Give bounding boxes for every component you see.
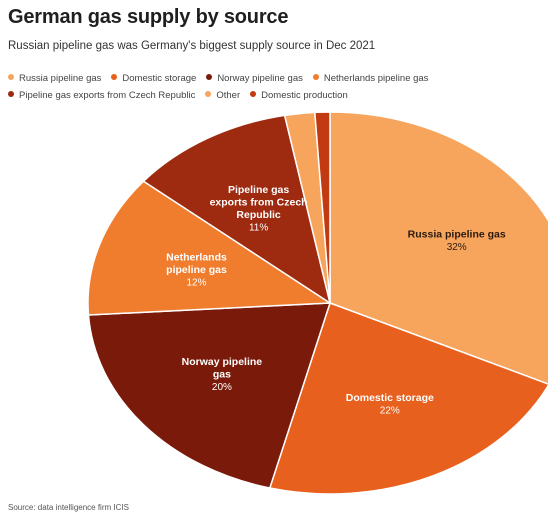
chart-subtitle: Russian pipeline gas was Germany's bigge… (8, 40, 376, 52)
slice-label: gas (213, 369, 231, 381)
pie-slice (87, 180, 333, 316)
source-note: Source: data intelligence firm ICIS (8, 503, 129, 512)
slice-value-label: 32% (447, 242, 467, 253)
pie-slice (268, 302, 548, 495)
legend-item: Netherlands pipeline gas (312, 70, 429, 87)
slice-value-label: 22% (380, 406, 400, 417)
legend-item: Domestic production (250, 87, 348, 104)
legend-label: Other (216, 90, 241, 101)
legend-item: Pipeline gas exports from Czech Republic (8, 87, 195, 104)
slice-label: Russia pipeline gas (408, 228, 506, 240)
legend-swatch (312, 74, 319, 80)
legend-swatch (250, 91, 257, 97)
legend-swatch (206, 74, 213, 80)
legend-swatch (205, 91, 212, 97)
slice-label: Domestic storage (346, 392, 434, 404)
legend-label: Domestic storage (122, 73, 197, 84)
legend-item: Russia pipeline gas (8, 70, 101, 87)
slice-label: pipeline gas (166, 264, 227, 276)
legend-label: Pipeline gas exports from Czech Republic (19, 90, 196, 101)
legend-item: Norway pipeline gas (206, 70, 303, 87)
legend-label: Russia pipeline gas (19, 73, 102, 84)
slice-label: Netherlands (166, 251, 227, 263)
legend-swatch (8, 74, 14, 80)
slice-value-label: 20% (212, 382, 232, 393)
legend-label: Norway pipeline gas (217, 73, 303, 84)
legend-label: Netherlands pipeline gas (323, 73, 429, 84)
slice-label: Norway pipeline (182, 356, 263, 368)
slice-label: Republic (236, 209, 280, 221)
pie-slice (142, 114, 332, 305)
slice-value-label: 12% (186, 277, 206, 288)
pie-slice (329, 111, 548, 385)
legend-label: Domestic production (261, 90, 348, 101)
legend-swatch (111, 74, 118, 80)
legend-item: Other (205, 87, 240, 104)
pie-slice (313, 111, 331, 304)
legend-swatch (8, 91, 14, 97)
legend-item: Domestic storage (111, 70, 196, 87)
chart-title: German gas supply by source (8, 6, 289, 28)
slice-label: Pipeline gas (228, 184, 289, 196)
chart-legend: Russia pipeline gas Domestic storage Norwa… (8, 70, 548, 104)
slice-label: exports from Czech (210, 196, 308, 208)
pie-slice (87, 302, 332, 489)
slice-value-label: 11% (249, 222, 268, 233)
